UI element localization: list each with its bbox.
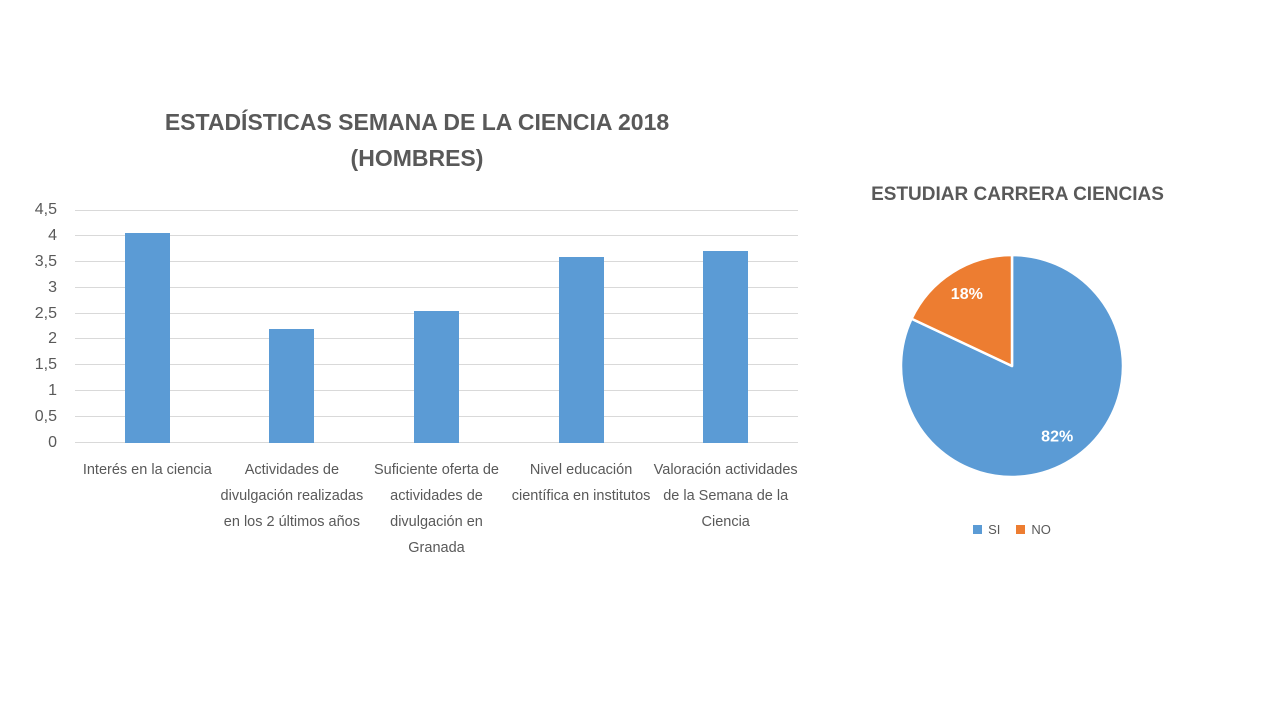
legend-item-no: NO bbox=[1016, 522, 1051, 537]
pie-graphic: 82% 18% bbox=[899, 253, 1125, 479]
bar bbox=[414, 310, 459, 443]
pie-pct-label-si: 82% bbox=[1041, 428, 1073, 445]
bar bbox=[558, 256, 604, 443]
pie-pct-label-no: 18% bbox=[951, 286, 983, 303]
x-category-label: Actividades de divulgación realizadas en… bbox=[220, 462, 364, 530]
y-tick-label: 3,5 bbox=[34, 252, 57, 270]
y-tick-label: 2 bbox=[48, 330, 57, 348]
legend-label-no: NO bbox=[1031, 522, 1051, 537]
y-tick-label: 0 bbox=[48, 434, 57, 451]
gridline bbox=[75, 286, 798, 288]
bar-chart-title-line1: ESTADÍSTICAS SEMANA DE LA CIENCIA 2018 bbox=[164, 109, 670, 135]
y-tick-label: 3 bbox=[48, 278, 57, 296]
y-axis: 0 0,5 1 1,5 2 2,5 3 3,5 4 4,5 bbox=[0, 201, 62, 451]
y-tick-label: 0,5 bbox=[34, 408, 57, 426]
legend-swatch-si bbox=[973, 525, 983, 534]
bar bbox=[269, 329, 315, 443]
bar bbox=[703, 251, 749, 443]
y-tick-label: 1 bbox=[48, 382, 57, 400]
y-tick-label: 1,5 bbox=[34, 356, 57, 374]
legend-label-si: SI bbox=[988, 522, 1001, 537]
x-category-label: Nivel educación científica en institutos bbox=[511, 462, 651, 504]
y-tick-label: 2,5 bbox=[34, 304, 57, 322]
y-tick-label: 4,5 bbox=[34, 201, 57, 218]
x-category-label: Interés en la ciencia bbox=[82, 462, 212, 478]
pie-chart-title: ESTUDIAR CARRERA CIENCIAS bbox=[871, 184, 1164, 205]
legend-swatch-no bbox=[1016, 525, 1026, 534]
bar bbox=[124, 233, 170, 443]
bar-plot-area bbox=[75, 210, 798, 443]
y-tick-label: 4 bbox=[48, 226, 57, 244]
gridline bbox=[75, 260, 798, 262]
gridline bbox=[75, 210, 798, 211]
pie-slice-no bbox=[910, 253, 1014, 368]
x-category-label: Valoración actividades de la Semana de l… bbox=[653, 462, 798, 530]
x-category-label: Suficiente oferta de actividades de divu… bbox=[374, 462, 499, 556]
x-axis-labels: Interés en la ciencia Actividades de divu… bbox=[75, 457, 798, 577]
gridline bbox=[75, 234, 798, 236]
legend-item-si: SI bbox=[973, 522, 1000, 537]
bar-chart-title: ESTADÍSTICAS SEMANA DE LA CIENCIA 2018 (H… bbox=[57, 104, 777, 176]
pie-legend: SI NO bbox=[874, 522, 1150, 537]
bar-chart-title-line2: (HOMBRES) bbox=[350, 145, 484, 171]
